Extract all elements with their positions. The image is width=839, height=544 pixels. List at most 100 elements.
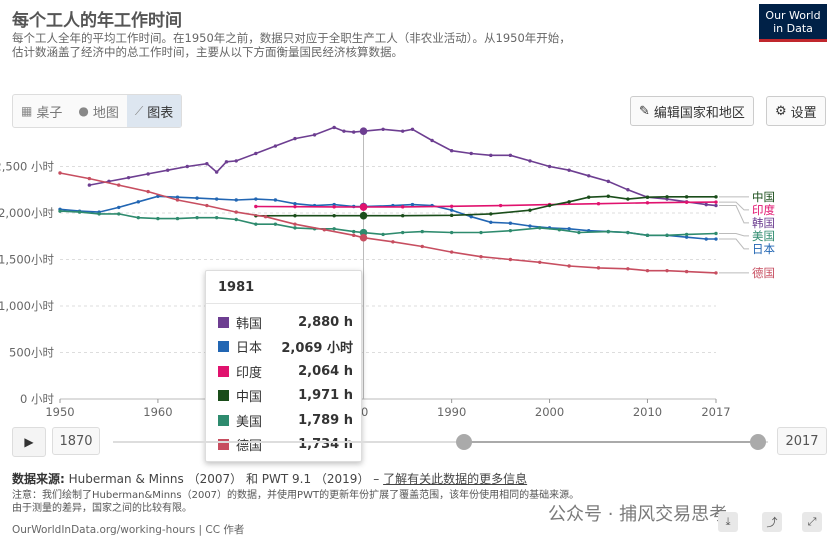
data-point <box>420 244 424 249</box>
series-line <box>255 201 717 208</box>
data-point <box>273 222 278 226</box>
tooltip-value: 1,734 h <box>298 437 353 452</box>
data-point <box>185 164 189 169</box>
x-tick-label: 1990 <box>437 405 466 419</box>
data-point <box>175 216 180 221</box>
settings-label: 设置 <box>790 105 817 121</box>
series-德国[interactable] <box>58 171 718 275</box>
data-point <box>332 213 336 218</box>
data-point <box>714 237 718 241</box>
data-point <box>381 127 385 131</box>
data-point <box>479 230 483 235</box>
data-point <box>205 162 209 166</box>
tooltip-value: 1,789 h <box>298 412 353 428</box>
timeline-slider[interactable] <box>108 430 773 454</box>
data-point <box>684 232 689 237</box>
data-point <box>449 208 454 212</box>
footer-url[interactable]: OurWorldInData.org/working-hours | CC 作者 <box>12 524 245 536</box>
series-韩国[interactable] <box>87 125 718 208</box>
data-point <box>332 205 336 209</box>
x-tick-label: 1950 <box>45 405 74 419</box>
data-point <box>234 210 238 214</box>
data-point <box>352 130 356 134</box>
data-point <box>205 203 209 208</box>
owid-logo[interactable]: Our World in Data <box>759 4 827 42</box>
data-point <box>146 172 150 176</box>
data-point <box>322 228 327 232</box>
data-point <box>352 233 356 238</box>
line-chart-icon: ⟋ <box>134 103 144 118</box>
label-connector <box>719 201 749 211</box>
timeline-start-year[interactable]: 1870 <box>52 427 100 455</box>
series-中国[interactable] <box>254 194 718 220</box>
y-tick-label: 0 小时 <box>20 392 54 406</box>
series-印度[interactable] <box>254 200 718 211</box>
series-end-label: 中国 <box>752 190 775 204</box>
data-point <box>166 168 170 172</box>
data-point <box>214 215 219 220</box>
y-tick-label: 2,000小时 <box>0 206 55 220</box>
globe-icon: ● <box>78 104 89 118</box>
data-point <box>254 151 258 156</box>
tab-map[interactable]: ● 地图 <box>70 95 127 127</box>
data-point <box>645 268 650 273</box>
data-point <box>400 213 405 218</box>
learn-more-link[interactable]: 了解有关此数据的更多信息 <box>383 472 528 486</box>
tooltip-series-name: 韩国 <box>236 316 263 332</box>
tooltip-series-name: 印度 <box>236 365 263 381</box>
data-point <box>449 204 454 209</box>
data-point <box>195 215 199 220</box>
data-point <box>117 183 121 187</box>
data-point <box>587 174 591 178</box>
data-point <box>254 204 258 209</box>
timeline-end-handle[interactable] <box>750 434 766 450</box>
play-button[interactable]: ▶ <box>12 427 46 457</box>
series-end-label: 日本 <box>752 242 775 256</box>
hover-point <box>359 203 368 211</box>
hover-tooltip: 1981 韩国 2,880 h 日本 2,069 小时 印度 2,064 h 中国 1,971… <box>205 270 362 462</box>
download-icon[interactable]: ⤓ <box>718 512 738 532</box>
share-icon[interactable]: ⤴ <box>762 512 782 532</box>
data-point <box>665 233 669 238</box>
view-tabs: ▦ 桌子 ● 地图 ⟋ 图表 <box>12 94 183 128</box>
data-point <box>714 200 718 204</box>
data-point <box>714 231 718 236</box>
data-point <box>381 232 385 237</box>
data-point <box>528 208 532 212</box>
watermark: 公众号 · 捕风交易思考 <box>548 504 728 525</box>
data-point <box>626 230 630 235</box>
data-point <box>214 197 219 201</box>
edit-countries-label: 编辑国家和地区 <box>653 105 745 121</box>
timeline-start-handle[interactable] <box>456 434 473 450</box>
page-title: 每个工人的年工作时间 <box>12 11 182 31</box>
data-point <box>312 133 317 137</box>
tooltip-swatch <box>218 316 229 328</box>
tooltip-series-name: 中国 <box>236 390 263 405</box>
data-point <box>489 220 493 224</box>
settings-button[interactable]: ⚙ 设置 <box>766 96 826 126</box>
timeline-end-year[interactable]: 2017 <box>777 427 827 455</box>
tab-chart[interactable]: ⟋ 图表 <box>126 95 182 127</box>
data-point <box>352 229 356 234</box>
tab-table[interactable]: ▦ 桌子 <box>13 95 70 127</box>
data-point <box>332 125 336 130</box>
series-end-label: 美国 <box>752 229 775 243</box>
data-point <box>498 203 503 208</box>
chart-grid <box>60 166 716 400</box>
series-美国[interactable] <box>58 209 718 238</box>
data-point <box>273 198 278 202</box>
fullscreen-icon[interactable]: ⤢ <box>802 512 822 532</box>
table-icon: ▦ <box>21 104 33 118</box>
data-point <box>645 201 650 205</box>
data-point <box>547 164 552 169</box>
data-point <box>626 188 630 192</box>
data-point <box>136 215 141 220</box>
data-point <box>136 200 141 204</box>
edit-countries-button[interactable]: ✎ 编辑国家和地区 <box>630 96 754 126</box>
data-point <box>684 269 689 274</box>
pencil-icon: ✎ <box>639 103 650 119</box>
data-point <box>420 229 424 234</box>
tooltip-row: 日本 2,069 小时 <box>218 337 353 357</box>
